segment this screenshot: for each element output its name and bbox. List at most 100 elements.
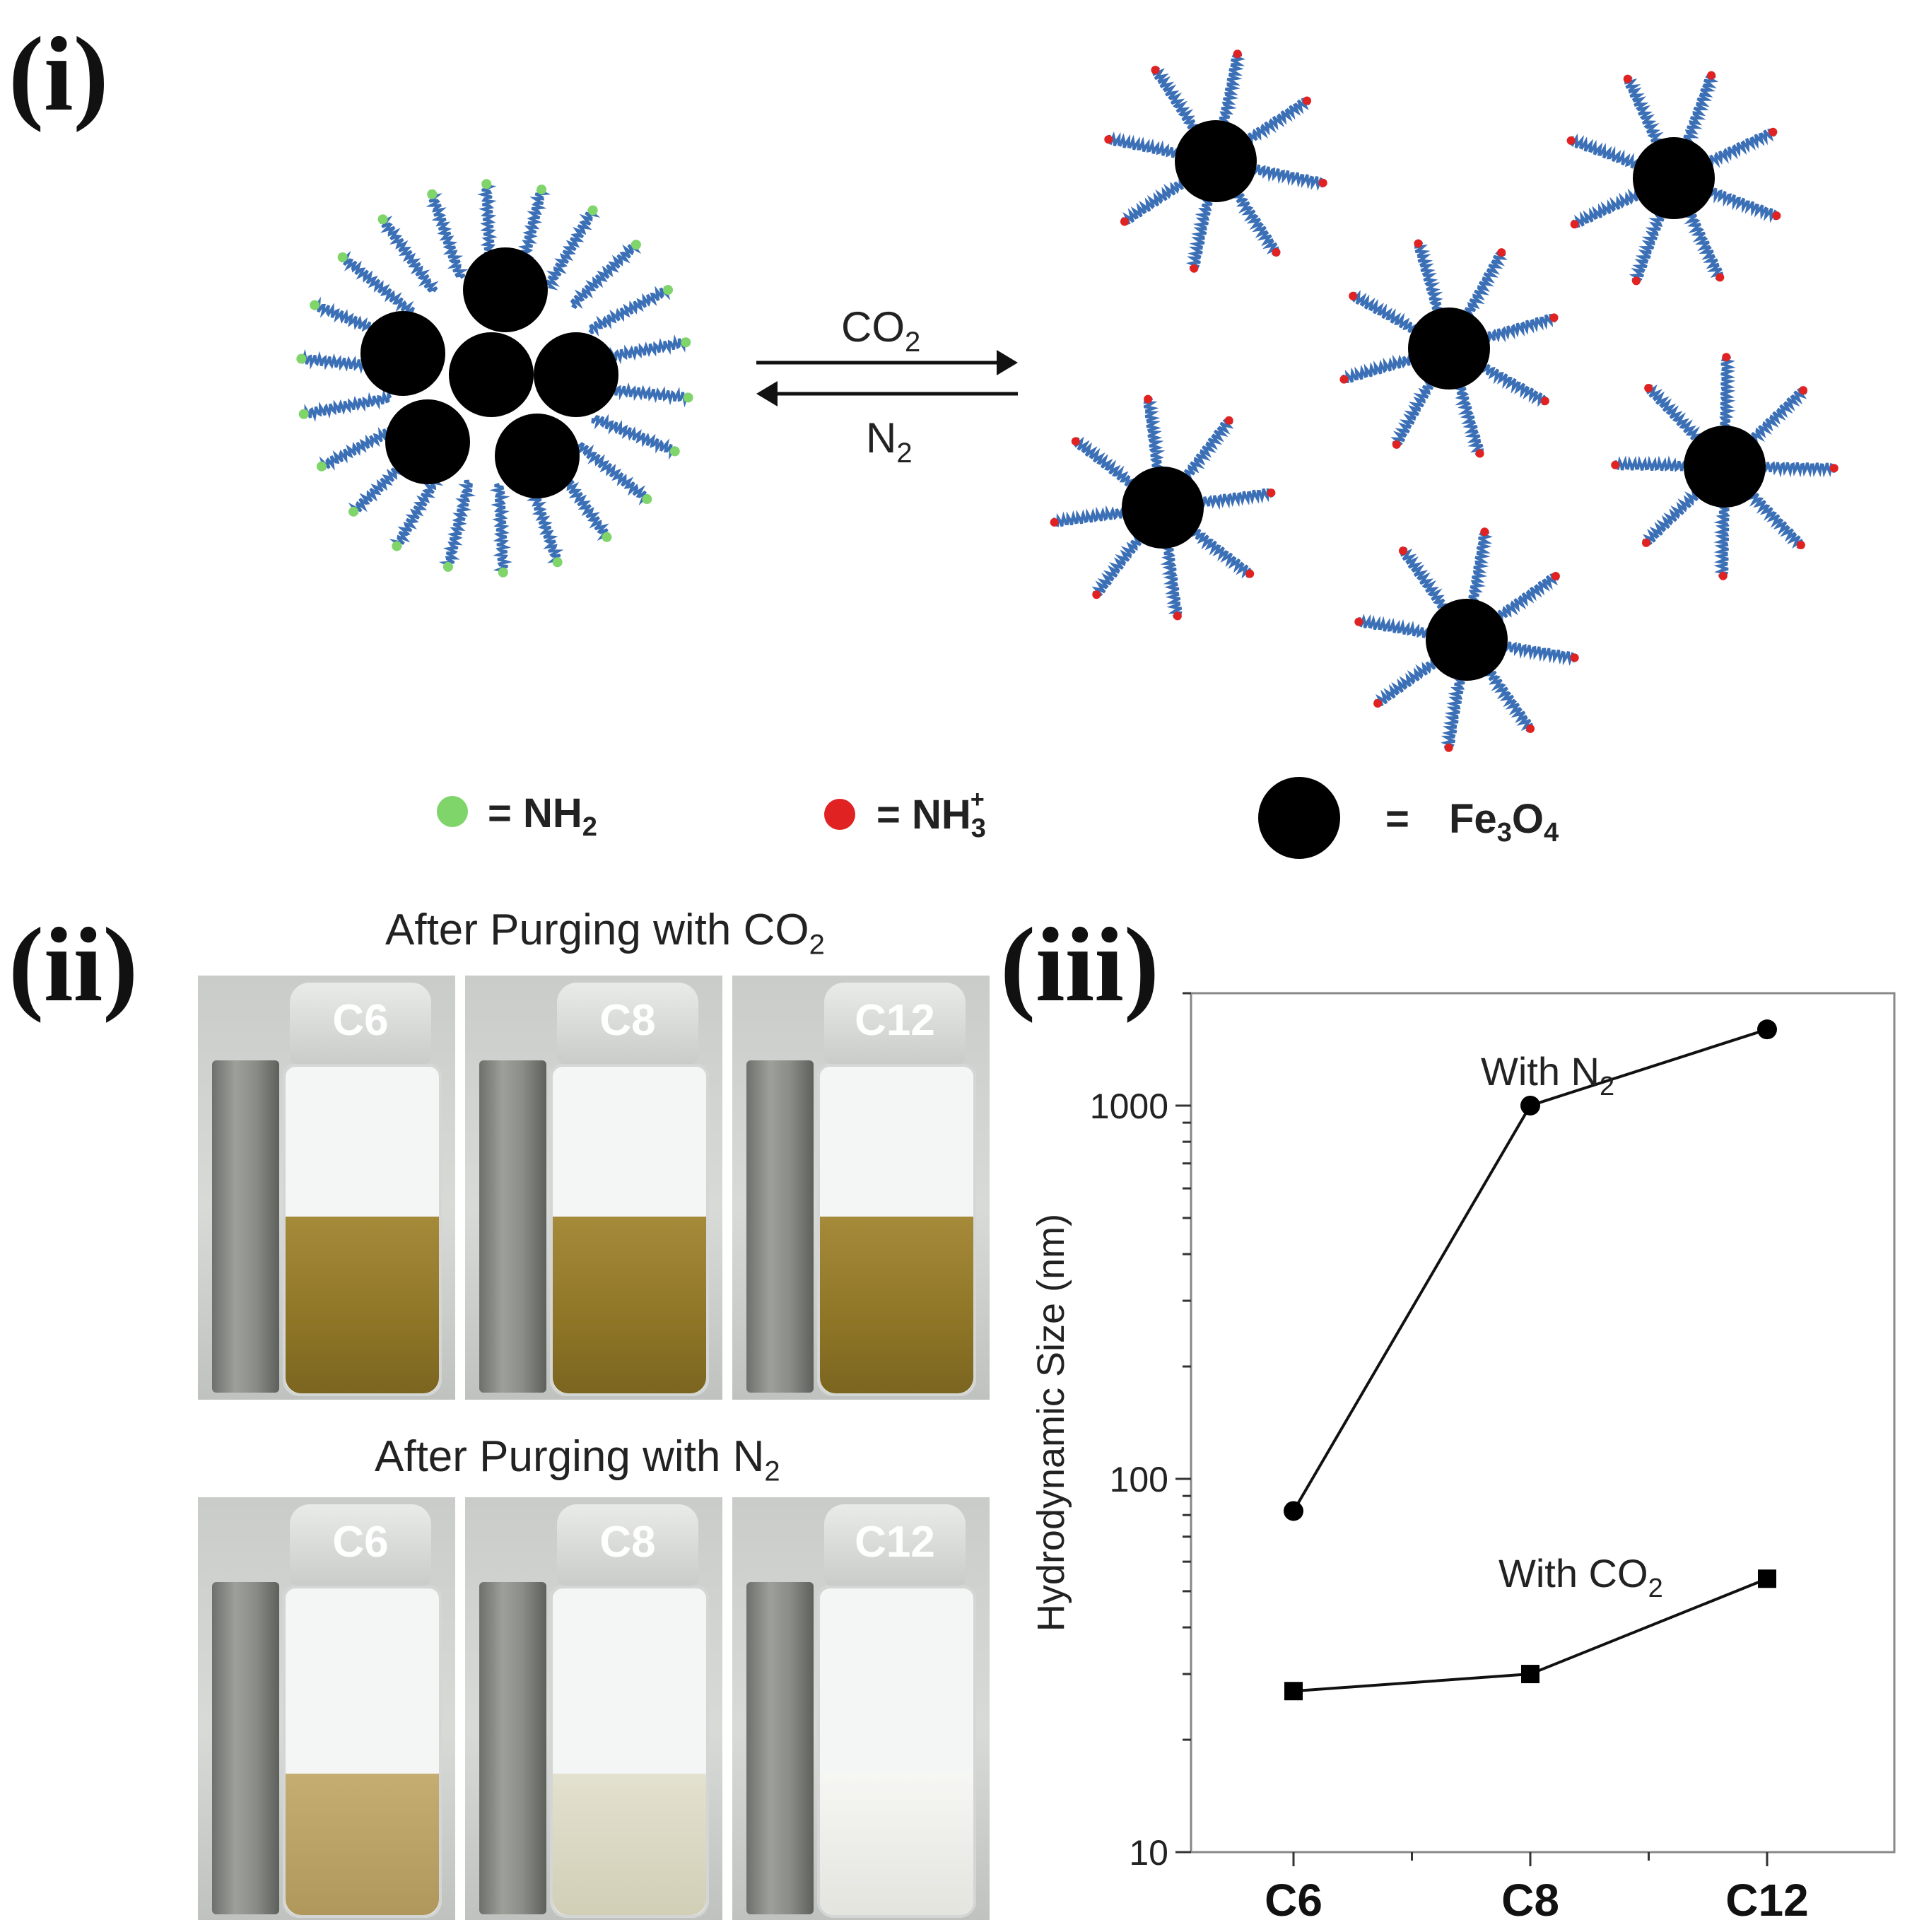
chain-end-group: [442, 561, 453, 572]
photo-row-n2: C6 C8 C12: [198, 1497, 990, 1920]
svg-text:= NH2: = NH2: [488, 790, 597, 842]
aggregation-scheme: CO2 N2 = NH2 = NH3+ = Fe3O4: [296, 49, 1838, 859]
fe3o4-particle: [463, 247, 548, 332]
chain-end-group: [427, 189, 438, 199]
arrow-label-n2-sub: 2: [896, 438, 912, 469]
chain-end-group: [683, 392, 693, 403]
fe3o4-particle: [449, 332, 534, 417]
series-label: With CO2: [1498, 1551, 1663, 1603]
vial-photo: C12: [732, 1497, 990, 1920]
chain-end-group: [1398, 546, 1407, 556]
chain-end-group: [1475, 449, 1484, 458]
chain-end-group: [631, 240, 641, 250]
chain-end-group: [1144, 394, 1153, 404]
arrow-label-co2-sub: 2: [905, 327, 920, 358]
svg-text:= Fe3O4: = Fe3O4: [1385, 796, 1559, 848]
chain-end-group: [1267, 488, 1276, 498]
chain-end-group: [1769, 127, 1778, 136]
vial-cap: C8: [557, 1504, 698, 1586]
aggregated-cluster: [360, 247, 618, 498]
vial-label: C6: [332, 996, 389, 1045]
svg-text:= NH3+: = NH3+: [876, 786, 986, 843]
series-label: With N2: [1481, 1049, 1614, 1101]
photo-row-co2: C6 C8 C12: [198, 976, 990, 1400]
chain-end-group: [1104, 135, 1113, 144]
chain-end-group: [1444, 743, 1453, 752]
chain-end-group: [316, 461, 327, 472]
magnet: [212, 1582, 279, 1914]
chain-end-group: [1631, 276, 1641, 286]
ligand-chain: [304, 388, 392, 423]
chain-end-group: [310, 300, 320, 310]
vial-label: C8: [599, 1518, 656, 1567]
chain-end-group: [498, 567, 508, 578]
chain-end-group: [1354, 617, 1363, 626]
vial-cap: C12: [824, 983, 966, 1064]
vial-label: C8: [599, 996, 656, 1045]
plot-frame: [1190, 992, 1896, 1854]
data-point: [1284, 1682, 1303, 1701]
data-point: [1284, 1501, 1303, 1521]
photos-title-n2: After Purging with N2: [375, 1432, 780, 1487]
chain-end-group: [392, 541, 402, 551]
magnet: [212, 1060, 279, 1393]
chain-end-group: [1173, 611, 1182, 621]
chain-end-group: [1722, 353, 1731, 362]
fe3o4-particle: [1122, 467, 1204, 549]
dispersed-particles: [1050, 49, 1838, 752]
nh2-marker-icon: [437, 796, 468, 827]
svg-text:CO2: CO2: [841, 303, 920, 358]
chain-end-group: [552, 557, 563, 568]
chain-end-group: [1120, 217, 1129, 226]
chain-end-group: [1303, 96, 1312, 105]
legend: = NH2 = NH3+ = Fe3O4: [437, 777, 1559, 859]
data-point: [1521, 1665, 1539, 1684]
chain-end-group: [1272, 248, 1281, 257]
dispersion-liquid: [820, 1774, 973, 1915]
vial-photo: C8: [465, 976, 722, 1400]
chain-end-group: [1349, 291, 1358, 300]
legend-nh2: = NH: [488, 790, 582, 836]
fe3o4-particle: [360, 311, 445, 396]
chain-end-group: [1570, 220, 1579, 229]
legend-fe3o4-mid: O: [1512, 796, 1544, 842]
chain-end-group: [602, 532, 612, 542]
chain-end-group: [1190, 264, 1199, 273]
vial-cap: C6: [290, 1504, 431, 1586]
chain-end-group: [669, 446, 680, 457]
dispersion-liquid: [286, 1217, 439, 1393]
chain-end-group: [1829, 464, 1838, 473]
ligand-chain: [426, 193, 469, 279]
ligand-chain: [591, 414, 677, 460]
chain-end-group: [1641, 538, 1650, 547]
chain-end-group: [1715, 273, 1725, 282]
panel-label-i: (i): [8, 16, 109, 133]
chain-end-group: [1050, 517, 1059, 527]
chain-end-group: [337, 252, 348, 262]
fe3o4-particle: [1408, 308, 1490, 390]
vial-label: C6: [332, 1518, 389, 1567]
legend-fe3o4-eq: =: [1385, 796, 1409, 842]
dispersion-liquid: [286, 1774, 439, 1915]
chain-end-group: [1526, 724, 1535, 733]
chain-end-group: [296, 353, 307, 364]
chain-end-group: [1623, 74, 1632, 83]
chain-end-group: [1151, 65, 1160, 74]
x-tick-label: C12: [1725, 1875, 1808, 1926]
y-tick-label: 100: [1110, 1460, 1168, 1499]
vial-label: C12: [855, 996, 935, 1045]
reverse-arrow-head: [756, 381, 778, 406]
legend-fe3o4-sub2: 4: [1544, 818, 1559, 848]
chain-end-group: [1549, 313, 1559, 322]
chain-end-group: [298, 409, 309, 419]
x-tick-label: C8: [1501, 1875, 1559, 1926]
chain-end-group: [1551, 571, 1560, 580]
vial: [550, 1064, 709, 1396]
y-tick-label: 1000: [1090, 1087, 1168, 1126]
vial-cap: C6: [290, 983, 431, 1064]
chain-end-group: [1497, 248, 1506, 257]
magnet: [479, 1060, 546, 1393]
fe3o4-particle: [1426, 599, 1508, 681]
chain-end-group: [377, 214, 388, 225]
vial: [283, 1064, 442, 1396]
